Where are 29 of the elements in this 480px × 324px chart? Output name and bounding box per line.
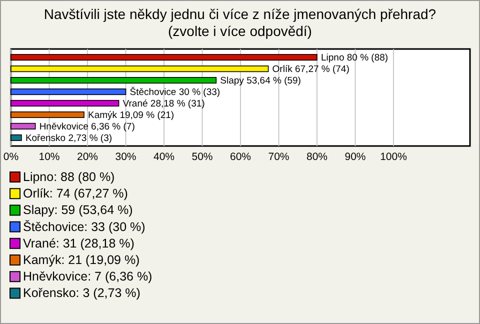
x-tick-label: 100% [380,151,407,163]
text: Hněvkovice: 7 (6,36 %) [23,270,152,284]
x-tick-label: 50% [192,151,213,163]
x-tick-label: 30% [115,151,136,163]
x-tick-label: 0% [3,151,19,163]
text: Kamýk: 21 (19,09 %) [23,253,140,267]
text: Kořensko: 3 (2,73 %) [23,286,140,300]
x-tick-label: 20% [76,151,98,163]
x-tick-label: 80% [306,151,328,163]
text: Lipno: 88 (80 %) [23,170,115,184]
x-tick-label: 70% [268,151,290,163]
chart-subtitle: (zvolte i více odpovědí) [168,23,312,39]
data-label: Vrané 28,18 % (31) [122,98,205,110]
data-label: Hněvkovice 6,36 % (7) [39,122,135,133]
x-tick-label: 10% [38,151,60,163]
data-label: Orlík 67,27 % (74) [272,64,350,76]
data-label: Štěchovice 30 % (33) [130,86,220,98]
text: Štěchovice: 33 (30 %) [23,220,146,234]
text: Vrané: 31 (28,18 %) [23,236,134,250]
text: Orlík: 74 (67,27 %) [23,186,128,201]
data-label: Slapy 53,64 % (59) [220,76,301,87]
data-label: Kořensko 2,73 % (3) [25,133,112,144]
data-label: Lipno 80 % (88) [321,52,388,64]
x-tick-label: 40% [153,151,175,163]
text: Slapy: 59 (53,64 %) [23,203,133,218]
x-tick-label: 60% [230,151,252,163]
chart-title: Navštívili jste někdy jednu či více z níže jmenovaných přehrad? [44,6,436,22]
data-label: Kamýk 19,09 % (21) [88,110,174,122]
x-tick-label: 90% [344,151,366,163]
